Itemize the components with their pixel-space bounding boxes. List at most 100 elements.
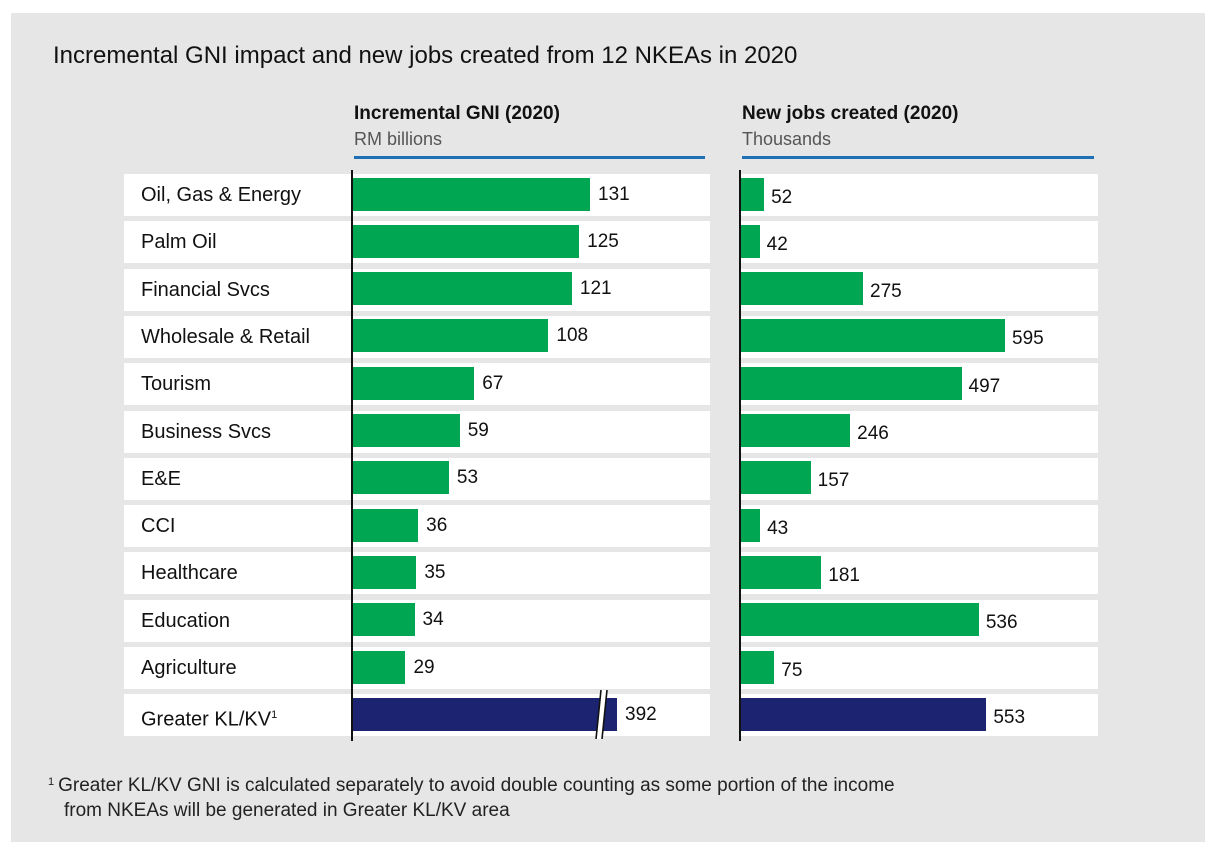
category-label-text: Healthcare xyxy=(141,562,238,585)
gni-value-label: 108 xyxy=(556,325,589,347)
jobs-bar xyxy=(741,697,987,731)
gni-bar xyxy=(353,319,549,353)
category-label-text: Agriculture xyxy=(141,657,237,679)
category-label-text: Financial Svcs xyxy=(141,278,270,301)
category-label: Education xyxy=(141,600,230,642)
gni-value-label: 67 xyxy=(482,372,504,394)
gni-value-label: 34 xyxy=(422,609,444,631)
jobs-row-background xyxy=(741,174,1098,216)
jobs-bar xyxy=(741,272,864,306)
row-background xyxy=(124,599,351,642)
gni-row-background xyxy=(353,647,710,689)
jobs-bar xyxy=(741,461,811,495)
footnote-reference: 1 xyxy=(271,709,278,722)
footnote-marker: 1 xyxy=(48,776,55,788)
category-label: Greater KL/KV1 xyxy=(141,694,277,736)
jobs-row-background xyxy=(741,647,1098,689)
axis-break-marker xyxy=(593,689,611,739)
jobs-column-header: New jobs created (2020) Thousands xyxy=(742,103,958,150)
jobs-value-label: 246 xyxy=(857,423,889,444)
jobs-value-label: 275 xyxy=(870,281,902,303)
row-background xyxy=(124,221,351,264)
jobs-value-label: 497 xyxy=(968,375,1001,397)
gni-header-rule xyxy=(354,156,705,159)
category-label: Palm Oil xyxy=(141,221,217,263)
gni-value-label: 59 xyxy=(467,420,489,441)
gni-axis xyxy=(351,170,353,741)
row-background xyxy=(124,174,351,216)
category-label-text: Business Svcs xyxy=(141,420,272,443)
footnote-text-line-1: Greater KL/KV GNI is calculated separate… xyxy=(58,775,895,796)
row-background xyxy=(124,410,351,453)
gni-bar xyxy=(353,272,572,306)
jobs-row-background xyxy=(741,221,1098,264)
gni-value-label: 36 xyxy=(426,514,448,536)
jobs-value-label: 157 xyxy=(817,470,850,492)
category-label-text: E&E xyxy=(141,467,182,490)
row-background xyxy=(124,647,351,689)
category-label: Agriculture xyxy=(141,647,237,689)
row-background xyxy=(124,552,351,595)
gni-bar xyxy=(353,461,449,495)
jobs-column-title: New jobs created (2020) xyxy=(742,103,959,124)
category-label: Oil, Gas & Energy xyxy=(141,174,301,216)
jobs-value-label: 536 xyxy=(985,612,1018,634)
gni-bar xyxy=(353,508,419,542)
category-label: Business Svcs xyxy=(141,411,271,453)
gni-bar xyxy=(353,555,417,589)
gni-bar xyxy=(353,177,590,211)
jobs-bar xyxy=(741,366,962,400)
gni-bar xyxy=(353,697,617,731)
jobs-value-label: 595 xyxy=(1012,328,1044,350)
gni-value-label: 29 xyxy=(413,656,435,678)
row-background xyxy=(124,363,351,406)
jobs-bar xyxy=(741,603,979,637)
row-background xyxy=(124,315,351,358)
footnote: 1 Greater KL/KV GNI is calculated separat… xyxy=(48,770,895,823)
gni-value-label: 392 xyxy=(625,703,657,725)
jobs-value-label: 52 xyxy=(771,186,793,208)
row-background xyxy=(124,505,351,548)
jobs-bar xyxy=(741,414,851,447)
jobs-bar xyxy=(741,177,765,211)
category-label: Financial Svcs xyxy=(141,269,270,311)
row-background xyxy=(124,268,351,311)
footnote-text-line-2: from NKEAs will be generated in Greater … xyxy=(64,800,510,821)
jobs-bar xyxy=(741,508,761,542)
row-background xyxy=(124,694,351,737)
jobs-value-label: 42 xyxy=(766,233,788,255)
jobs-axis xyxy=(739,170,741,741)
jobs-value-label: 553 xyxy=(993,706,1026,728)
jobs-bar xyxy=(741,319,1005,353)
category-label-text: Oil, Gas & Energy xyxy=(141,184,302,206)
gni-bar xyxy=(353,650,406,684)
gni-column-header: Incremental GNI (2020) RM billions xyxy=(354,103,560,150)
chart-title: Incremental GNI impact and new jobs crea… xyxy=(53,42,798,69)
category-label: CCI xyxy=(141,505,175,547)
gni-value-label: 121 xyxy=(579,278,612,300)
jobs-bar xyxy=(741,555,822,589)
category-label-text: Wholesale & Retail xyxy=(141,325,310,348)
gni-column-unit: RM billions xyxy=(354,129,443,149)
category-label: E&E xyxy=(141,458,181,500)
jobs-column-unit: Thousands xyxy=(742,129,832,149)
gni-value-label: 53 xyxy=(456,467,479,489)
jobs-value-label: 75 xyxy=(781,659,803,681)
gni-value-label: 35 xyxy=(424,561,446,583)
jobs-bar xyxy=(741,224,760,258)
category-label: Healthcare xyxy=(141,552,238,594)
category-label-text: Education xyxy=(141,609,230,632)
gni-bar xyxy=(353,603,415,637)
category-label-text: Tourism xyxy=(141,373,212,396)
row-background xyxy=(124,457,351,500)
gni-bar xyxy=(353,414,460,447)
category-label: Tourism xyxy=(141,363,211,405)
jobs-value-label: 181 xyxy=(828,564,860,586)
category-label: Wholesale & Retail xyxy=(141,316,310,358)
gni-bar xyxy=(353,366,475,400)
category-label-text: CCI xyxy=(141,515,176,538)
jobs-bar xyxy=(741,650,775,684)
gni-column-title: Incremental GNI (2020) xyxy=(354,103,560,124)
gni-bar xyxy=(353,224,580,258)
gni-value-label: 131 xyxy=(598,183,630,205)
